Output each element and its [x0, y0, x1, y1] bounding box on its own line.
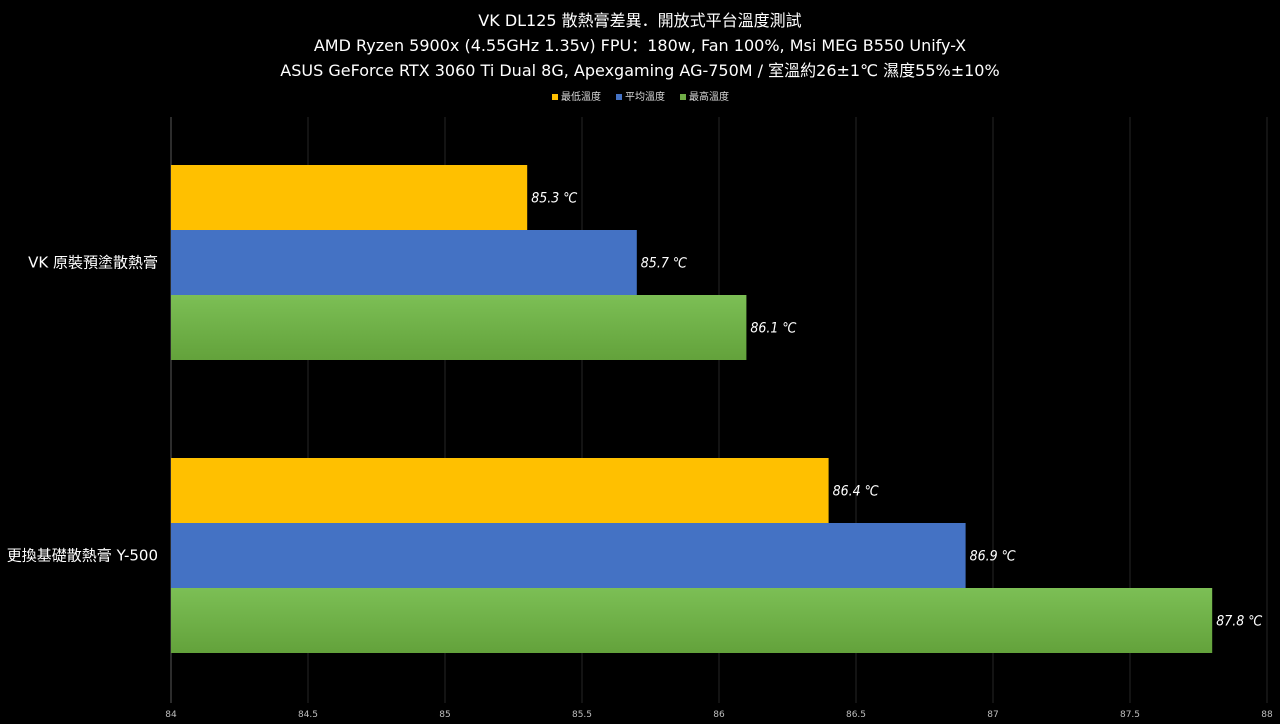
chart-title-line-2: AMD Ryzen 5900x (4.55GHz 1.35v) FPU：180w… — [313, 36, 967, 55]
bar-0-0 — [171, 165, 528, 230]
category-label-1: 更換基礎散熱膏 Y-500 — [7, 547, 158, 565]
x-tick-label-5: 86.5 — [846, 710, 866, 720]
legend-label-1: 平均溫度 — [625, 90, 665, 103]
chart-title: VK DL125 散熱膏差異．開放式平台溫度測試 AMD Ryzen 5900x… — [0, 8, 1280, 83]
bar-0-1 — [171, 230, 637, 295]
x-tick-label-0: 84 — [165, 710, 177, 720]
x-tick-label-7: 87.5 — [1120, 710, 1140, 720]
bar-1-2 — [171, 588, 1213, 653]
category-label-0: VK 原裝預塗散熱膏 — [28, 254, 158, 272]
legend-label-0: 最低溫度 — [561, 90, 601, 103]
legend-label-2: 最高溫度 — [689, 90, 729, 103]
chart-title-line-3: ASUS GeForce RTX 3060 Ti Dual 8G, Apexga… — [280, 61, 1000, 80]
data-label-0-0: 85.3 ℃ — [531, 191, 577, 207]
x-tick-label-8: 88 — [1261, 710, 1273, 720]
data-label-0-2: 86.1 ℃ — [750, 321, 796, 337]
x-tick-label-2: 85 — [439, 710, 450, 720]
x-tick-label-1: 84.5 — [298, 710, 318, 720]
legend-swatch-1 — [616, 94, 622, 100]
legend-swatch-2 — [680, 94, 686, 100]
legend-swatch-0 — [552, 94, 558, 100]
bar-1-1 — [171, 523, 966, 588]
chart-title-line-1: VK DL125 散熱膏差異．開放式平台溫度測試 — [478, 11, 802, 30]
x-tick-label-3: 85.5 — [572, 710, 592, 720]
x-tick-label-4: 86 — [713, 710, 725, 720]
data-label-0-1: 85.7 ℃ — [641, 256, 687, 272]
bar-1-0 — [171, 458, 829, 523]
data-label-1-2: 87.8 ℃ — [1216, 614, 1262, 630]
x-tick-label-6: 87 — [987, 710, 998, 720]
data-label-1-1: 86.9 ℃ — [970, 549, 1016, 565]
data-label-1-0: 86.4 ℃ — [833, 484, 879, 500]
bar-0-2 — [171, 295, 747, 360]
